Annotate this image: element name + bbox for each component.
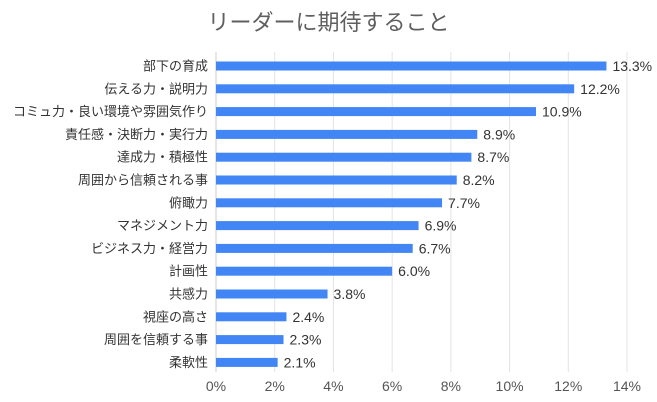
value-labels: 13.3% 12.2% 10.9% 8.9% 8.7% 8.2% 7.7% 6.9% 6.7% 6…: [284, 58, 653, 370]
value-label: 2.4%: [292, 309, 324, 325]
value-label: 6.0%: [398, 263, 430, 279]
value-label: 8.2%: [463, 172, 495, 188]
x-tick-label: 8%: [441, 378, 461, 394]
bar: [216, 129, 478, 139]
value-label: 7.7%: [448, 195, 480, 211]
category-label: 達成力・積極性: [117, 150, 208, 166]
value-label: 12.2%: [580, 81, 620, 97]
category-label: 柔軟性: [169, 355, 208, 371]
x-tick-label: 2%: [265, 378, 285, 394]
x-tick-label: 12%: [554, 378, 582, 394]
x-tick-label: 10%: [496, 378, 524, 394]
x-tick-label: 4%: [323, 378, 343, 394]
category-label: 共感力: [169, 287, 208, 303]
value-label: 6.7%: [419, 240, 451, 256]
value-label: 6.9%: [425, 218, 457, 234]
x-tick-label: 14%: [613, 378, 641, 394]
value-label: 13.3%: [612, 58, 652, 74]
bar: [216, 198, 443, 208]
value-label: 10.9%: [542, 104, 582, 120]
category-label: 俯瞰力: [169, 195, 208, 211]
bar: [216, 152, 472, 162]
value-label: 2.3%: [290, 332, 322, 348]
bar: [216, 84, 575, 94]
value-label: 2.1%: [284, 354, 316, 370]
category-label: 計画性: [169, 264, 208, 280]
bar: [216, 61, 607, 71]
x-tick-labels: 0% 2% 4% 6% 8% 10% 12% 14%: [206, 378, 641, 394]
category-labels: 部下の育成伝える力・説明力コミュ力・良い環境や雰囲気作り責任感・決断力・実行力達…: [13, 59, 208, 371]
bar: [216, 289, 328, 299]
bar: [216, 243, 413, 253]
grid-lines: [215, 52, 628, 372]
x-tick-label: 6%: [382, 378, 402, 394]
category-label: 視座の高さ: [143, 309, 208, 325]
category-label: 周囲から信頼される事: [78, 174, 208, 189]
bar: [216, 266, 393, 276]
x-tick-label: 0%: [206, 378, 226, 394]
value-label: 8.7%: [477, 149, 509, 165]
category-label: マネジメント力: [117, 219, 208, 234]
bar: [216, 335, 284, 345]
bar: [216, 312, 287, 322]
bars: [216, 61, 607, 367]
bar: [216, 107, 536, 117]
category-label: 責任感・決断力・実行力: [65, 127, 208, 143]
category-label: 部下の育成: [143, 59, 208, 75]
bar: [216, 357, 278, 367]
value-label: 3.8%: [334, 286, 366, 302]
category-label: 伝える力・説明力: [104, 81, 208, 97]
bar: [216, 175, 457, 185]
category-label: ビジネス力・経営力: [91, 242, 208, 257]
chart-title: リーダーに期待すること: [207, 11, 450, 36]
value-label: 8.9%: [483, 126, 515, 142]
category-label: コミュ力・良い環境や雰囲気作り: [13, 104, 208, 120]
bar: [216, 221, 419, 231]
category-label: 周囲を信頼する事: [104, 333, 208, 348]
